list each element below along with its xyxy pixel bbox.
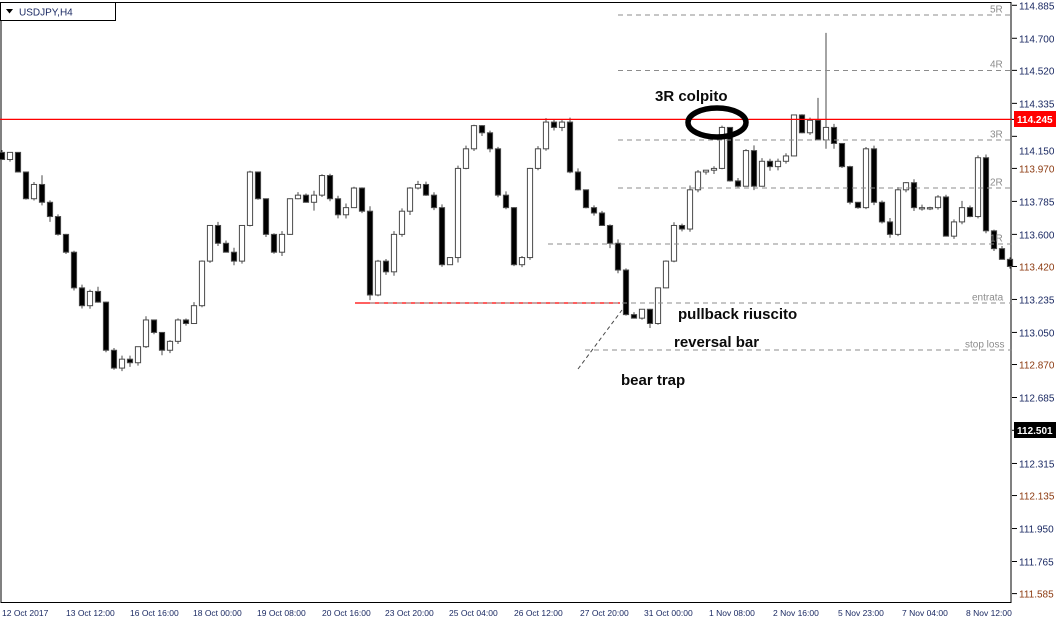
svg-text:pullback riuscito: pullback riuscito xyxy=(678,306,797,323)
svg-text:112.870: 112.870 xyxy=(1019,361,1055,372)
svg-text:4R: 4R xyxy=(990,60,1003,71)
svg-text:113.970: 113.970 xyxy=(1019,165,1055,176)
svg-text:1 Nov 08:00: 1 Nov 08:00 xyxy=(709,608,755,618)
svg-text:5R: 5R xyxy=(990,5,1003,16)
svg-text:114.700: 114.700 xyxy=(1019,35,1055,46)
svg-text:2 Nov 16:00: 2 Nov 16:00 xyxy=(773,608,819,618)
svg-text:2R: 2R xyxy=(990,178,1003,189)
svg-text:112.315: 112.315 xyxy=(1019,460,1055,471)
svg-text:114.335: 114.335 xyxy=(1019,100,1055,111)
svg-text:111.950: 111.950 xyxy=(1019,525,1054,536)
svg-text:113.420: 113.420 xyxy=(1019,263,1055,274)
svg-text:26 Oct 12:00: 26 Oct 12:00 xyxy=(514,608,563,618)
svg-text:113.600: 113.600 xyxy=(1019,231,1055,242)
svg-text:13 Oct 12:00: 13 Oct 12:00 xyxy=(66,608,115,618)
svg-text:23 Oct 20:00: 23 Oct 20:00 xyxy=(385,608,434,618)
svg-text:112.501: 112.501 xyxy=(1017,426,1053,437)
svg-text:8 Nov 12:00: 8 Nov 12:00 xyxy=(966,608,1012,618)
svg-text:114.520: 114.520 xyxy=(1019,67,1055,78)
svg-text:114.245: 114.245 xyxy=(1017,115,1053,126)
svg-text:114.150: 114.150 xyxy=(1019,147,1055,158)
svg-text:19 Oct 08:00: 19 Oct 08:00 xyxy=(257,608,306,618)
svg-text:12 Oct 2017: 12 Oct 2017 xyxy=(2,608,49,618)
svg-text:31 Oct 00:00: 31 Oct 00:00 xyxy=(644,608,693,618)
svg-text:reversal bar: reversal bar xyxy=(674,334,759,351)
svg-text:111.585: 111.585 xyxy=(1019,590,1054,601)
svg-text:114.885: 114.885 xyxy=(1019,2,1055,13)
svg-text:113.235: 113.235 xyxy=(1019,296,1055,307)
svg-text:111.765: 111.765 xyxy=(1019,558,1054,569)
svg-text:bear trap: bear trap xyxy=(621,372,685,389)
svg-text:entrata: entrata xyxy=(972,293,1004,304)
svg-text:18 Oct 00:00: 18 Oct 00:00 xyxy=(193,608,242,618)
svg-text:3R colpito: 3R colpito xyxy=(655,88,728,105)
svg-text:16 Oct 16:00: 16 Oct 16:00 xyxy=(130,608,179,618)
svg-text:112.685: 112.685 xyxy=(1019,394,1055,405)
svg-text:112.135: 112.135 xyxy=(1019,492,1055,503)
svg-text:27 Oct 20:00: 27 Oct 20:00 xyxy=(580,608,629,618)
svg-text:USDJPY,H4: USDJPY,H4 xyxy=(19,8,73,19)
svg-text:stop loss: stop loss xyxy=(965,340,1004,351)
svg-text:7 Nov 04:00: 7 Nov 04:00 xyxy=(902,608,948,618)
svg-text:5 Nov 23:00: 5 Nov 23:00 xyxy=(838,608,884,618)
svg-text:113.050: 113.050 xyxy=(1019,329,1055,340)
svg-text:20 Oct 16:00: 20 Oct 16:00 xyxy=(322,608,371,618)
svg-text:1R: 1R xyxy=(990,234,1003,245)
svg-text:25 Oct 04:00: 25 Oct 04:00 xyxy=(449,608,498,618)
svg-text:113.785: 113.785 xyxy=(1019,198,1055,209)
svg-text:3R: 3R xyxy=(990,130,1003,141)
